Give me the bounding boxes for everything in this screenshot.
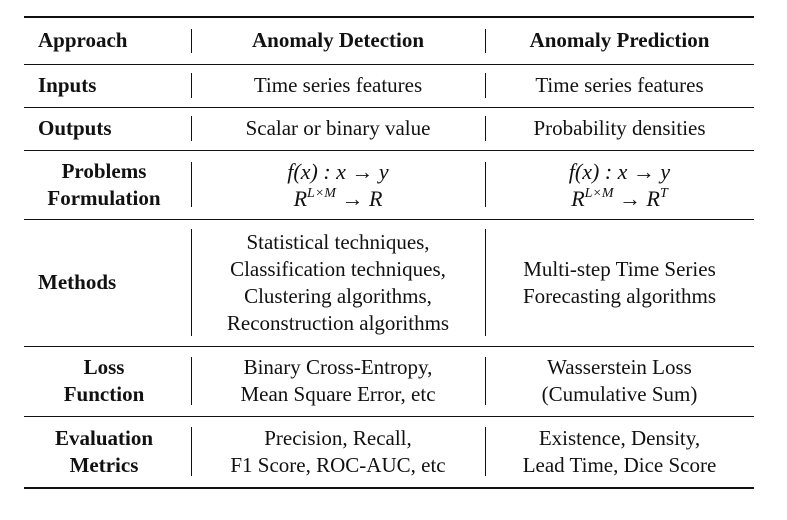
- header-anomaly-prediction: Anomaly Prediction: [529, 27, 710, 52]
- formula-superscript: L×M: [307, 185, 336, 201]
- detection-cell: Time series features: [191, 64, 485, 107]
- cell-text: Statistical techniques,: [246, 229, 430, 254]
- table-row: Methods Statistical techniques, Classifi…: [24, 219, 754, 346]
- column-separator: [485, 427, 486, 476]
- bottom-rule: [24, 487, 754, 489]
- column-separator: [485, 116, 486, 141]
- column-separator: [485, 162, 486, 207]
- cell-text: Forecasting algorithms: [522, 283, 717, 308]
- table-row: Problems Formulation f(x) : x → y RL×M →…: [24, 150, 754, 219]
- column-separator: [485, 357, 486, 405]
- row-label-text: Methods: [38, 270, 117, 294]
- column-separator: [485, 29, 486, 53]
- cell-text: Scalar or binary value: [245, 116, 431, 140]
- column-separator: [191, 229, 192, 336]
- detection-cell: Precision, Recall, F1 Score, ROC-AUC, et…: [191, 416, 485, 487]
- table-row: Loss Function Binary Cross-Entropy, Mean…: [24, 346, 754, 416]
- formula-mapping: f(x) : x → y: [568, 158, 671, 184]
- formula-base: R: [571, 185, 585, 211]
- row-rule: [24, 107, 754, 108]
- cell-text: Lead Time, Dice Score: [522, 452, 717, 477]
- detection-cell: Statistical techniques, Classification t…: [191, 219, 485, 346]
- row-label-text: Function: [63, 382, 145, 406]
- prediction-cell: Probability densities: [485, 107, 754, 150]
- cell-text: Existence, Density,: [538, 425, 701, 450]
- header-anomaly-detection: Anomaly Detection: [251, 27, 425, 52]
- cell-text: Mean Square Error, etc: [240, 382, 436, 406]
- detection-cell: Scalar or binary value: [191, 107, 485, 150]
- row-label: Methods: [24, 219, 184, 346]
- table-row: Inputs Time series features Time series …: [24, 64, 754, 107]
- row-label-text: Problems: [61, 158, 147, 183]
- column-separator: [191, 116, 192, 141]
- cell-text: Time series features: [535, 73, 704, 97]
- cell-text: Time series features: [253, 73, 423, 97]
- top-rule: [24, 16, 754, 18]
- cell-text: (Cumulative Sum): [541, 382, 698, 406]
- column-separator: [485, 229, 486, 336]
- column-separator: [191, 357, 192, 405]
- cell-text: F1 Score, ROC-AUC, etc: [230, 452, 446, 477]
- table-row: Evaluation Metrics Precision, Recall, F1…: [24, 416, 754, 487]
- cell-text: Probability densities: [533, 116, 706, 140]
- column-separator: [485, 73, 486, 98]
- header-row: Approach Anomaly Detection Anomaly Predi…: [24, 16, 754, 64]
- column-separator: [191, 162, 192, 207]
- formula-superscript: T: [660, 185, 668, 201]
- detection-cell: Binary Cross-Entropy, Mean Square Error,…: [191, 346, 485, 416]
- row-label-text: Inputs: [38, 73, 97, 97]
- formula-dimensions: RL×M → RT: [571, 185, 668, 212]
- formula-base: R: [293, 185, 308, 211]
- column-separator: [191, 29, 192, 53]
- row-label-text: Outputs: [38, 116, 112, 140]
- formula-superscript: L×M: [584, 185, 614, 201]
- cell-text: Reconstruction algorithms: [226, 310, 450, 335]
- row-rule: [24, 150, 754, 151]
- row-rule: [24, 416, 754, 417]
- formula-tail: → R: [619, 185, 660, 211]
- cell-text: Multi-step Time Series: [523, 256, 716, 281]
- prediction-cell: Multi-step Time Series Forecasting algor…: [485, 219, 754, 346]
- prediction-cell: Time series features: [485, 64, 754, 107]
- cell-text: Wasserstein Loss: [547, 355, 692, 379]
- formula-dimensions: RL×M → R: [294, 185, 383, 212]
- row-label: Evaluation Metrics: [24, 416, 184, 487]
- formula-mapping: f(x) : x → y: [287, 158, 389, 184]
- row-label: Outputs: [24, 107, 184, 150]
- row-label-text: Loss: [83, 355, 125, 379]
- cell-text: Precision, Recall,: [264, 425, 412, 450]
- row-label-text: Evaluation: [54, 425, 154, 450]
- cell-text: Clustering algorithms,: [244, 283, 432, 308]
- row-label: Inputs: [24, 64, 184, 107]
- header-rule: [24, 64, 754, 65]
- column-separator: [191, 427, 192, 476]
- prediction-cell: f(x) : x → y RL×M → RT: [485, 150, 754, 219]
- row-label-text: Formulation: [47, 185, 161, 210]
- cell-text: Classification techniques,: [230, 256, 446, 281]
- row-label-text: Metrics: [69, 452, 139, 477]
- row-label: Problems Formulation: [24, 150, 184, 219]
- cell-text: Binary Cross-Entropy,: [243, 355, 433, 379]
- detection-cell: f(x) : x → y RL×M → R: [191, 150, 485, 219]
- formula-tail: → R: [341, 185, 383, 211]
- row-label: Loss Function: [24, 346, 184, 416]
- row-rule: [24, 219, 754, 220]
- header-approach: Approach: [38, 27, 128, 52]
- prediction-cell: Existence, Density, Lead Time, Dice Scor…: [485, 416, 754, 487]
- column-separator: [191, 73, 192, 98]
- table-row: Outputs Scalar or binary value Probabili…: [24, 107, 754, 150]
- prediction-cell: Wasserstein Loss (Cumulative Sum): [485, 346, 754, 416]
- row-rule: [24, 346, 754, 347]
